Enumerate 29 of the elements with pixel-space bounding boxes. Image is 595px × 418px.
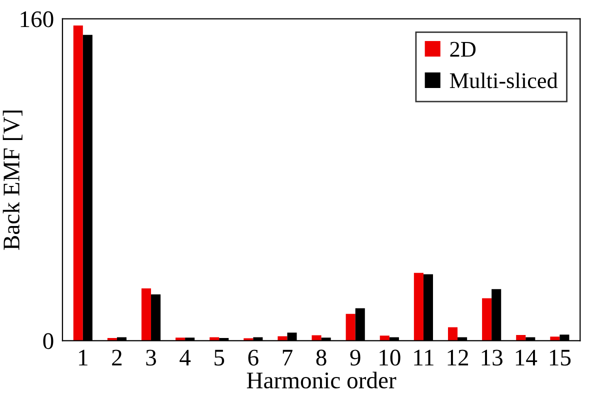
bar bbox=[482, 298, 492, 341]
bar bbox=[312, 335, 322, 341]
bar bbox=[414, 272, 424, 341]
x-tick-label: 12 bbox=[448, 350, 468, 366]
bar bbox=[73, 25, 83, 341]
legend-label: Multi-sliced bbox=[450, 72, 558, 88]
bar bbox=[346, 314, 356, 341]
x-tick-label: 11 bbox=[414, 350, 434, 366]
y-tick-label: 160 bbox=[20, 11, 54, 28]
bar bbox=[278, 336, 288, 341]
x-tick-label: 7 bbox=[282, 350, 292, 366]
bar bbox=[141, 288, 152, 341]
legend-label: 2D bbox=[450, 42, 476, 57]
x-tick-label: 14 bbox=[516, 350, 538, 366]
x-tick-label: 15 bbox=[550, 350, 571, 366]
bar bbox=[448, 327, 458, 341]
x-tick-label: 4 bbox=[180, 350, 191, 366]
x-tick-label: 9 bbox=[350, 350, 360, 366]
x-tick-label: 3 bbox=[146, 350, 156, 366]
y-tick-label: 0 bbox=[43, 333, 54, 350]
x-tick-label: 13 bbox=[482, 350, 502, 366]
x-tick-label: 1 bbox=[79, 350, 88, 366]
x-tick-label: 2 bbox=[112, 350, 122, 366]
x-tick-label: 5 bbox=[214, 350, 224, 366]
x-axis-title: Harmonic order bbox=[246, 372, 396, 388]
x-tick-label: 6 bbox=[248, 350, 258, 366]
y-axis-title: Back EMF [V] bbox=[2, 110, 22, 250]
x-tick-label: 8 bbox=[316, 350, 326, 366]
x-tick-label: 10 bbox=[380, 350, 400, 366]
